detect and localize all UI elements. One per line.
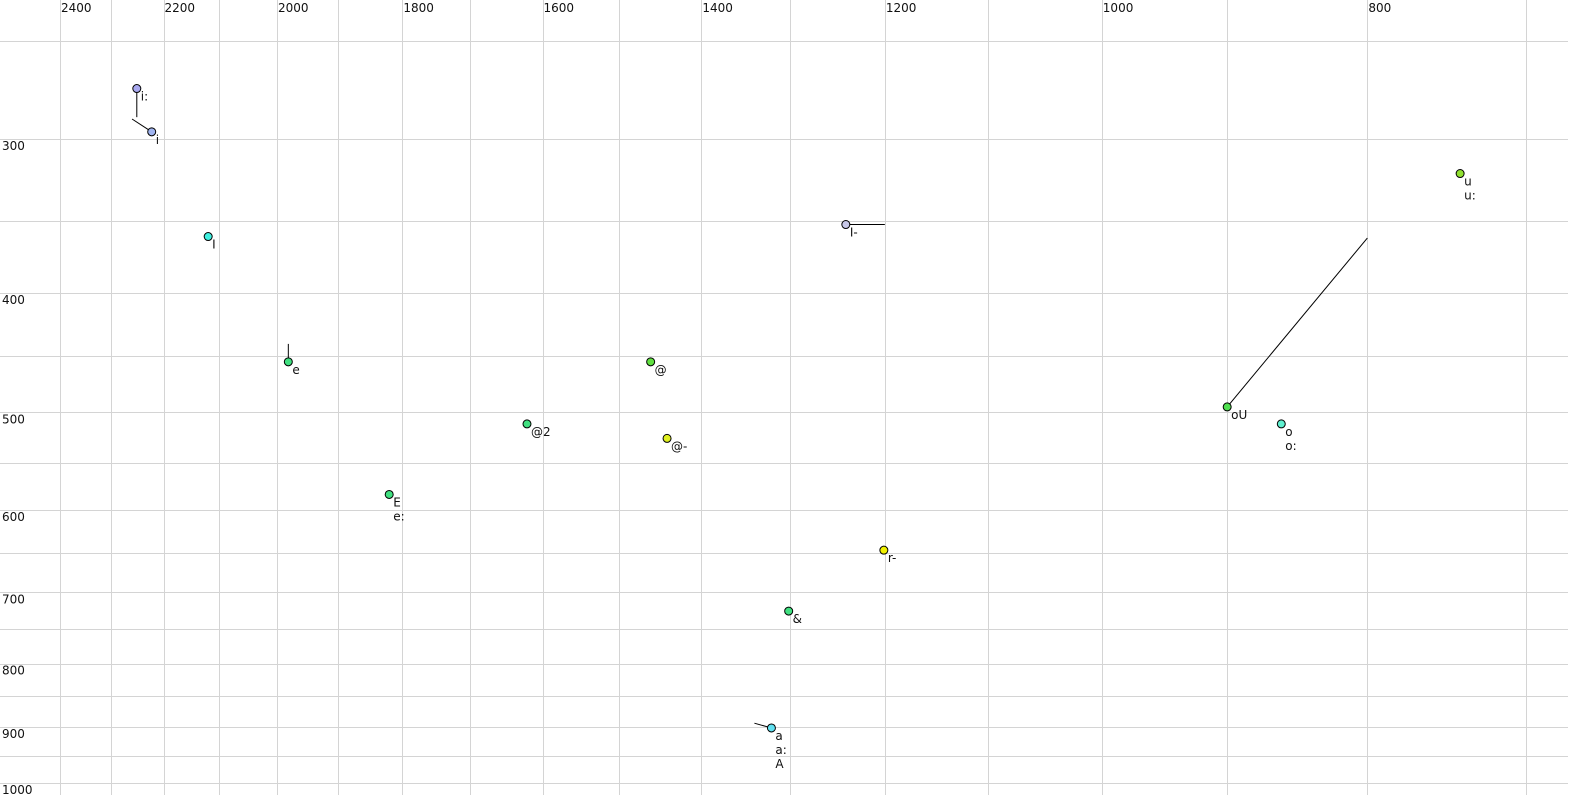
vowel-point: @2 <box>522 419 551 439</box>
point-label: e: <box>393 509 404 523</box>
point-label: i: <box>141 90 148 104</box>
vowel-point: r- <box>879 545 897 565</box>
point-label: a: <box>775 743 786 757</box>
point-label: @- <box>671 439 687 453</box>
x-tick-label: 2000 <box>278 1 309 15</box>
point-marker <box>283 357 293 367</box>
vowel-point: & <box>784 606 802 626</box>
x-tick-label: 2200 <box>165 1 196 15</box>
point-marker <box>1455 169 1465 179</box>
vowel-point: I- <box>841 220 885 240</box>
point-marker <box>646 357 656 367</box>
x-tick-label: 800 <box>1368 1 1391 15</box>
vowel-point: oo: <box>1276 419 1297 453</box>
y-tick-label: 1000 <box>2 783 33 797</box>
point-marker <box>522 419 532 429</box>
y-tick-label: 700 <box>2 592 25 606</box>
point-marker <box>879 545 889 555</box>
axis-ticks: 2400 2200 2000 1800 1600 1400 1200 1000 800 300 40… <box>2 1 1391 797</box>
y-tick-label: 900 <box>2 727 25 741</box>
point-label: a <box>775 729 782 743</box>
point-marker <box>662 433 672 443</box>
y-tick-label: 800 <box>2 664 25 678</box>
point-marker <box>384 489 394 499</box>
x-tick-label: 2400 <box>61 1 92 15</box>
vowel-point: e <box>283 343 300 377</box>
point-marker <box>132 84 142 94</box>
vowel-point: i <box>131 118 159 147</box>
point-label: @ <box>655 363 667 377</box>
vowel-point: @ <box>646 357 667 377</box>
point-label: E <box>393 495 401 509</box>
vowel-point: I <box>203 232 216 252</box>
y-tick-label: 500 <box>2 412 25 426</box>
point-marker <box>147 127 157 137</box>
point-marker <box>766 723 776 733</box>
vowel-point: aa:A <box>754 722 787 771</box>
point-label: e <box>292 363 299 377</box>
x-tick-label: 1800 <box>403 1 434 15</box>
y-tick-label: 300 <box>2 139 25 153</box>
point-label: A <box>775 757 784 771</box>
x-tick-label: 1400 <box>702 1 733 15</box>
vowel-point: Ee: <box>384 489 405 523</box>
vowel-point: i: <box>132 84 148 118</box>
point-label: u <box>1464 175 1472 189</box>
point-label: I- <box>850 226 858 240</box>
x-tick-label: 1000 <box>1103 1 1134 15</box>
vowel-point: uu: <box>1455 169 1476 203</box>
point-label: & <box>793 612 802 626</box>
point-label: I <box>212 238 216 252</box>
point-label: o <box>1285 425 1292 439</box>
point-marker <box>784 606 794 616</box>
point-marker <box>1276 419 1286 429</box>
x-tick-label: 1200 <box>886 1 917 15</box>
y-tick-label: 400 <box>2 293 25 307</box>
x-tick-label: 1600 <box>544 1 575 15</box>
vowel-point: oU <box>1222 237 1368 422</box>
point-label: r- <box>888 551 897 565</box>
point-label: o: <box>1285 439 1296 453</box>
vowel-point: @- <box>662 433 687 453</box>
point-label: @2 <box>531 425 551 439</box>
point-label: oU <box>1231 408 1247 422</box>
point-marker <box>1222 402 1232 412</box>
point-label: i <box>156 133 159 147</box>
point-label: u: <box>1464 189 1476 203</box>
point-marker <box>841 220 851 230</box>
point-marker <box>203 232 213 242</box>
y-tick-label: 600 <box>2 510 25 524</box>
trajectory-line <box>1226 237 1368 408</box>
